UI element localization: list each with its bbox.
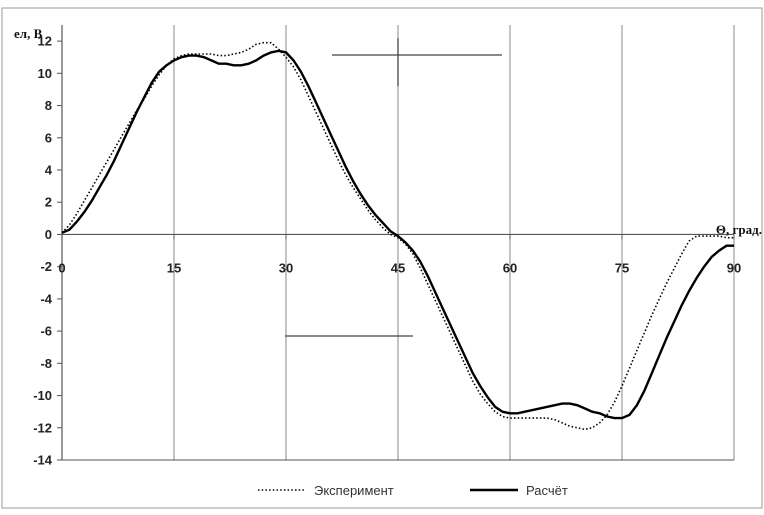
y-tick-label: -8	[40, 356, 52, 371]
x-tick-label: 45	[391, 260, 405, 275]
y-axis-title: eл, В	[14, 26, 43, 41]
label-layer: 12 10 8 6 4 2 0 -2 -4 -6 -8 -10 -12 -14 0 15 30 45 60 75 90 e…	[14, 26, 762, 468]
y-tick-label: 6	[45, 130, 52, 145]
y-tick-label: 8	[45, 98, 52, 113]
y-tick-label: 10	[38, 66, 52, 81]
x-tick-label: 75	[615, 260, 629, 275]
legend-label: Эксперимент	[314, 483, 394, 498]
y-tick-label: 2	[45, 195, 52, 210]
series-line-experiment	[61, 41, 734, 431]
x-tick-label: 60	[503, 260, 517, 275]
x-tick-label: 90	[727, 260, 741, 275]
x-axis-title: Θ, град.	[716, 222, 762, 237]
y-tick-label: -10	[33, 388, 52, 403]
y-tick-label: -2	[40, 259, 52, 274]
x-tick-label: 0	[58, 260, 65, 275]
x-tick-label: 30	[279, 260, 293, 275]
series-layer	[61, 41, 734, 431]
y-tick-label: 0	[45, 227, 52, 242]
y-tick-label: 4	[45, 163, 53, 178]
series-line-calculation	[61, 49, 734, 420]
legend-label: Расчёт	[526, 483, 568, 498]
grid-layer	[1, 7, 763, 509]
x-tick-label: 15	[167, 260, 181, 275]
y-tick-label: -4	[40, 291, 52, 306]
y-tick-label: -14	[33, 453, 53, 468]
y-tick-label: 12	[38, 34, 52, 49]
y-tick-label: -12	[33, 420, 52, 435]
axis-layer	[57, 25, 735, 461]
legend: Эксперимент Расчёт	[258, 483, 568, 498]
outer-frame	[1, 7, 763, 509]
y-tick-label: -6	[40, 324, 52, 339]
